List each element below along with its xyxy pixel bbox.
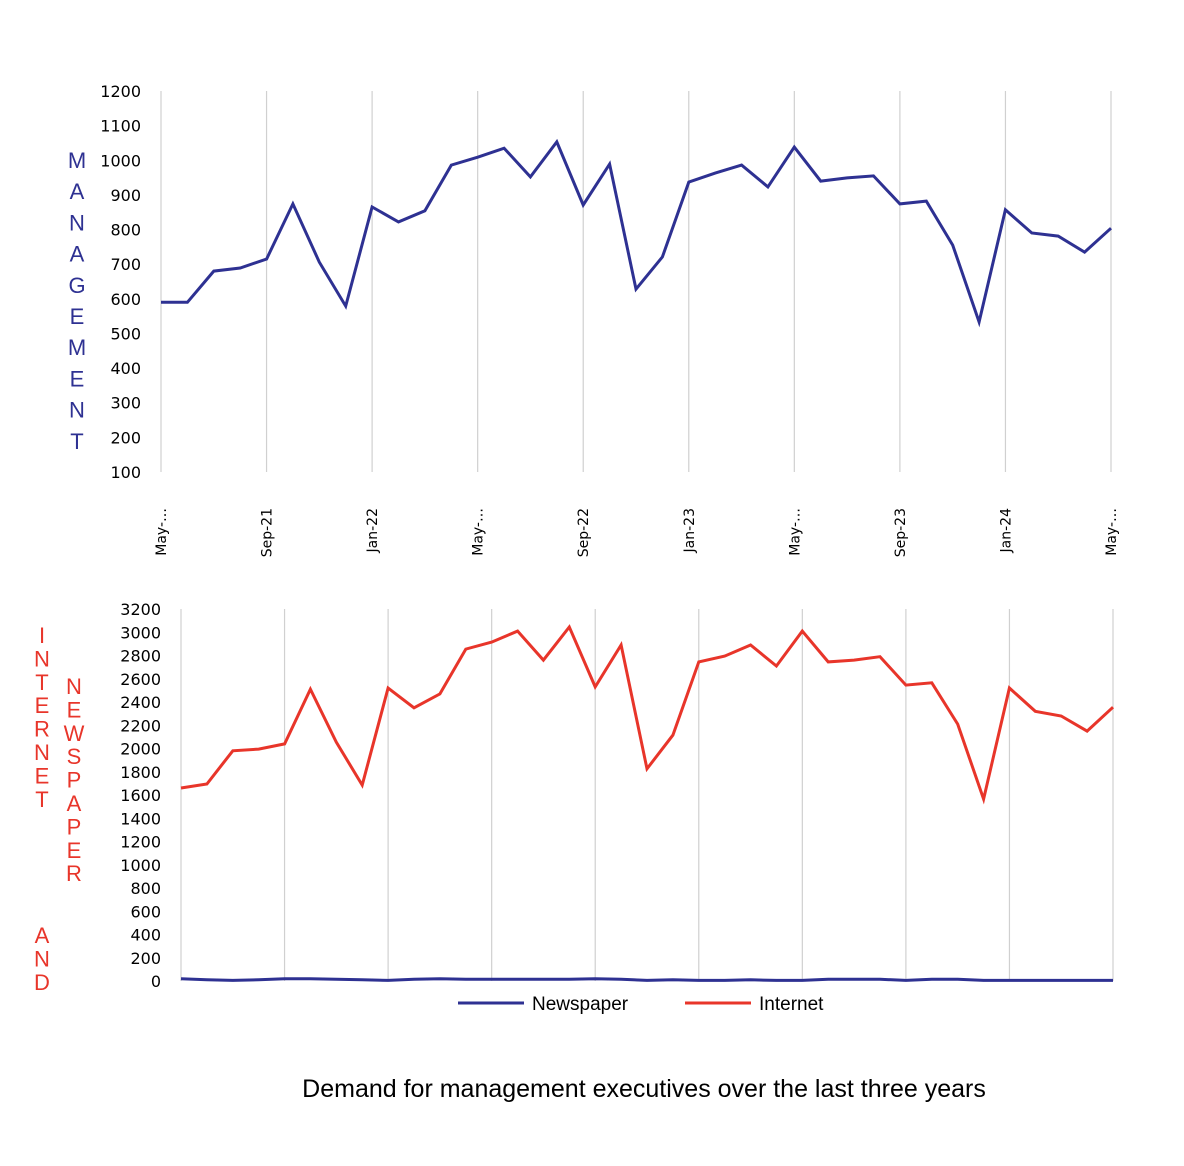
top-y-label-letter: M	[68, 148, 86, 173]
bottom-y-label-letter: P	[67, 768, 82, 793]
bottom-y-label-letter: R	[66, 861, 82, 886]
bottom-y-label-letter: E	[35, 693, 50, 718]
bottom-y-label-letter: D	[34, 970, 50, 995]
top-y-axis-ticks: 100 200 300 400 500 600 700 800 900 1000 1100 1200	[100, 82, 141, 482]
top-x-tick-label: Sep-21	[260, 508, 276, 557]
bottom-y-label-letter: I	[39, 623, 45, 648]
bottom-y-label-letter: A	[67, 791, 82, 816]
bottom-y-label-letter: E	[67, 838, 82, 863]
series-line-management	[161, 138, 1113, 328]
top-x-tick-label: May-…	[154, 508, 170, 556]
top-y-label-letter: G	[68, 273, 85, 298]
bottom-y-tick-label: 2800	[120, 647, 161, 666]
top-gridlines	[160, 91, 1112, 472]
bottom-y-label-letter: E	[67, 697, 82, 722]
bottom-y-axis-ticks: 0 200 400 600 800 1000 1200 1400 1600 1800 2000 220…	[120, 600, 161, 991]
legend-label-internet: Internet	[759, 994, 824, 1015]
bottom-y-tick-label: 1600	[120, 786, 161, 805]
top-y-tick-label: 300	[110, 394, 141, 413]
legend-label-newspaper: Newspaper	[532, 994, 629, 1015]
top-x-tick-label: Sep-23	[893, 508, 909, 557]
bottom-y-label-letter: N	[66, 674, 82, 699]
bottom-y-label-letter: W	[64, 721, 85, 746]
top-y-tick-label: 1200	[100, 82, 141, 101]
bottom-y-label-letter: T	[35, 670, 48, 695]
top-y-label-letter: M	[68, 335, 86, 360]
top-y-label-letter: A	[70, 179, 85, 204]
series-line-newspaper	[180, 977, 1113, 982]
bottom-series-lines	[180, 624, 1115, 982]
series-line-internet	[180, 624, 1115, 805]
bottom-y-tick-label: 2200	[120, 716, 161, 735]
top-x-tick-label: Sep-22	[576, 508, 592, 557]
bottom-y-label-letter: N	[34, 946, 50, 971]
bottom-y-label-letter: E	[35, 763, 50, 788]
top-x-tick-label: Jan-24	[998, 508, 1014, 554]
top-y-tick-label: 900	[110, 186, 141, 205]
top-y-tick-label: 1000	[100, 151, 141, 170]
bottom-y-tick-label: 1200	[120, 833, 161, 852]
bottom-y-label-letter: P	[67, 814, 82, 839]
bottom-y-tick-label: 3200	[120, 600, 161, 619]
bottom-y-label-letter: S	[67, 744, 82, 769]
top-x-tick-label: Jan-22	[365, 508, 381, 553]
top-y-tick-label: 1100	[100, 117, 141, 136]
chart-title: Demand for management executives over th…	[302, 1075, 986, 1103]
top-y-label-letter: E	[70, 366, 85, 391]
bottom-y-tick-label: 2600	[120, 670, 161, 689]
top-x-tick-label: May-…	[471, 508, 487, 556]
bottom-y-tick-label: 1400	[120, 809, 161, 828]
bottom-y-label-letter: R	[34, 717, 50, 742]
bottom-y-tick-label: 200	[130, 949, 161, 968]
top-y-tick-label: 800	[110, 221, 141, 240]
bottom-y-tick-label: 0	[151, 972, 161, 991]
top-x-tick-label: Jan-23	[682, 508, 698, 553]
top-y-tick-label: 700	[110, 255, 141, 274]
bottom-y-label-letter: T	[35, 787, 48, 812]
top-y-tick-label: 600	[110, 290, 141, 309]
management-chart: 100200300400500600700800900100011001200 …	[68, 82, 1120, 557]
legend: Newspaper Internet	[458, 994, 824, 1015]
top-x-axis-ticks: May-… Sep-21 Jan-22 May-… Sep-22 Jan-23 May-… S…	[154, 508, 1120, 557]
top-x-tick-label: May-…	[1104, 508, 1120, 556]
bottom-y-label-letter: A	[35, 923, 50, 948]
bottom-y-label-letter: N	[34, 740, 50, 765]
top-x-tick-label: May-…	[787, 508, 803, 556]
bottom-y-tick-label: 2400	[120, 693, 161, 712]
top-series-lines	[160, 138, 1113, 328]
bottom-y-tick-label: 800	[130, 879, 161, 898]
top-y-tick-label: 100	[110, 463, 141, 482]
top-y-label-letter: A	[70, 242, 85, 267]
bottom-gridlines	[180, 609, 1114, 981]
bottom-y-tick-label: 600	[130, 902, 161, 921]
top-y-label-letter: N	[69, 398, 85, 423]
bottom-y-tick-label: 400	[130, 926, 161, 945]
bottom-y-tick-label: 1800	[120, 763, 161, 782]
top-y-tick-label: 400	[110, 359, 141, 378]
top-y-label-letter: T	[70, 429, 83, 454]
bottom-y-tick-label: 1000	[120, 856, 161, 875]
top-y-tick-label: 500	[110, 324, 141, 343]
internet-newspaper-chart: 0 200 400 600 800 1000 1200 1400 1600 1800 2000 220…	[34, 600, 1115, 995]
bottom-y-label-letter: N	[34, 646, 50, 671]
top-y-label-letter: N	[69, 210, 85, 235]
top-y-tick-label: 200	[110, 428, 141, 447]
top-y-label-letter: E	[70, 304, 85, 329]
bottom-y-tick-label: 2000	[120, 740, 161, 759]
bottom-y-tick-label: 3000	[120, 623, 161, 642]
